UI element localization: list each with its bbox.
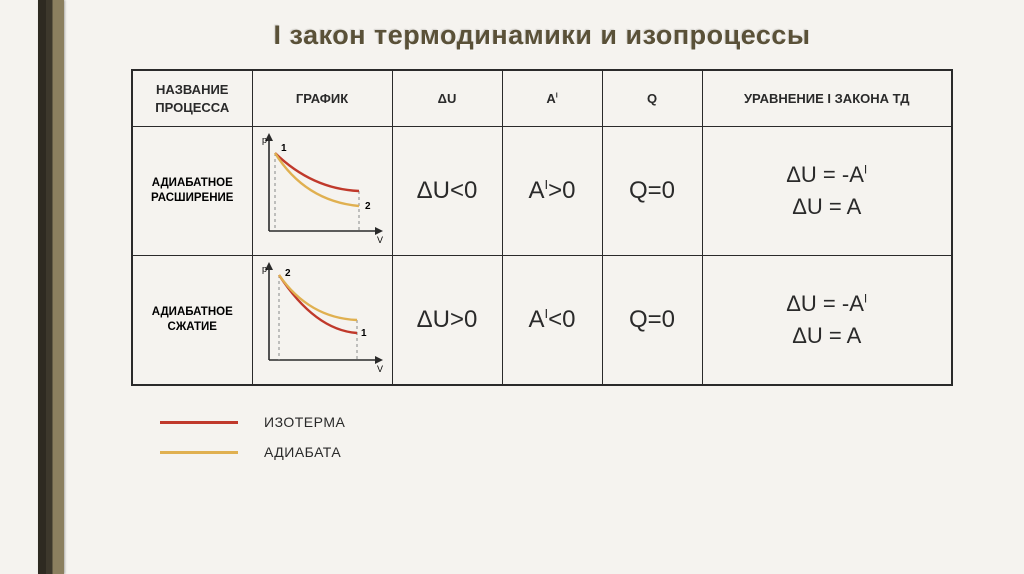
isotherm-curve <box>279 275 357 333</box>
cell-eq: ΔU = -AI ΔU = A <box>702 256 952 386</box>
eq-line-1: ΔU = -AI <box>709 291 946 317</box>
eq-line-2: ΔU = A <box>709 194 946 220</box>
slide-content: I закон термодинамики и изопроцессы НАЗВ… <box>100 20 984 474</box>
decorative-stripe <box>38 0 64 574</box>
axis-v-label: V <box>377 235 383 245</box>
point-2-label: 2 <box>285 268 291 279</box>
cell-Q: Q=0 <box>602 256 702 386</box>
axis-p-label: p <box>262 135 267 145</box>
axis-v-label: V <box>377 364 383 374</box>
legend: ИЗОТЕРМА АДИАБАТА <box>160 414 984 460</box>
adiabat-curve <box>275 153 359 206</box>
adiabat-curve <box>279 275 357 320</box>
eq1-pre: ΔU = -A <box>786 291 864 316</box>
pv-chart-expansion: p V 1 2 <box>257 131 387 246</box>
legend-row-adiabat: АДИАБАТА <box>160 444 984 460</box>
point-1-label: 1 <box>361 328 367 339</box>
cell-A-pre: A <box>528 306 544 333</box>
eq-line-2: ΔU = A <box>709 323 946 349</box>
cell-eq: ΔU = -AI ΔU = A <box>702 127 952 256</box>
eq1-pre: ΔU = -A <box>786 162 864 187</box>
eq1-sup: I <box>864 292 867 306</box>
pv-chart-compression: p V 1 2 <box>257 260 387 375</box>
point-2-label: 2 <box>365 201 371 212</box>
col-A-base: A <box>546 91 555 106</box>
graph-cell: p V 1 2 <box>252 256 392 386</box>
table-row: АДИАБАТНОЕ СЖАТИЕ p V <box>132 256 952 386</box>
col-Q: Q <box>602 70 702 127</box>
row-name: АДИАБАТНОЕ СЖАТИЕ <box>132 256 252 386</box>
legend-label-isotherm: ИЗОТЕРМА <box>264 414 345 430</box>
col-graph: ГРАФИК <box>252 70 392 127</box>
row-name: АДИАБАТНОЕ РАСШИРЕНИЕ <box>132 127 252 256</box>
legend-label-adiabat: АДИАБАТА <box>264 444 341 460</box>
cell-A: AI>0 <box>502 127 602 256</box>
cell-A-pre: A <box>528 177 544 204</box>
isotherm-curve <box>275 153 359 191</box>
col-A-sup: I <box>556 91 558 99</box>
thermo-table: НАЗВАНИЕ ПРОЦЕССА ГРАФИК ΔU AI Q УРАВНЕН… <box>131 69 953 386</box>
cell-Q: Q=0 <box>602 127 702 256</box>
cell-A-post: >0 <box>548 177 575 204</box>
page-title: I закон термодинамики и изопроцессы <box>100 20 984 51</box>
eq-line-1: ΔU = -AI <box>709 162 946 188</box>
graph-cell: p V 1 2 <box>252 127 392 256</box>
legend-swatch-isotherm <box>160 421 238 424</box>
col-A: AI <box>502 70 602 127</box>
cell-A: AI<0 <box>502 256 602 386</box>
cell-dU: ΔU<0 <box>392 127 502 256</box>
table-row: АДИАБАТНОЕ РАСШИРЕНИЕ p V <box>132 127 952 256</box>
eq1-sup: I <box>864 163 867 177</box>
col-dU: ΔU <box>392 70 502 127</box>
table-header-row: НАЗВАНИЕ ПРОЦЕССА ГРАФИК ΔU AI Q УРАВНЕН… <box>132 70 952 127</box>
legend-row-isotherm: ИЗОТЕРМА <box>160 414 984 430</box>
legend-swatch-adiabat <box>160 451 238 454</box>
cell-A-post: <0 <box>548 306 575 333</box>
cell-dU: ΔU>0 <box>392 256 502 386</box>
col-eq: УРАВНЕНИЕ I ЗАКОНА ТД <box>702 70 952 127</box>
point-1-label: 1 <box>281 143 287 154</box>
axis-p-label: p <box>262 264 267 274</box>
col-name: НАЗВАНИЕ ПРОЦЕССА <box>132 70 252 127</box>
